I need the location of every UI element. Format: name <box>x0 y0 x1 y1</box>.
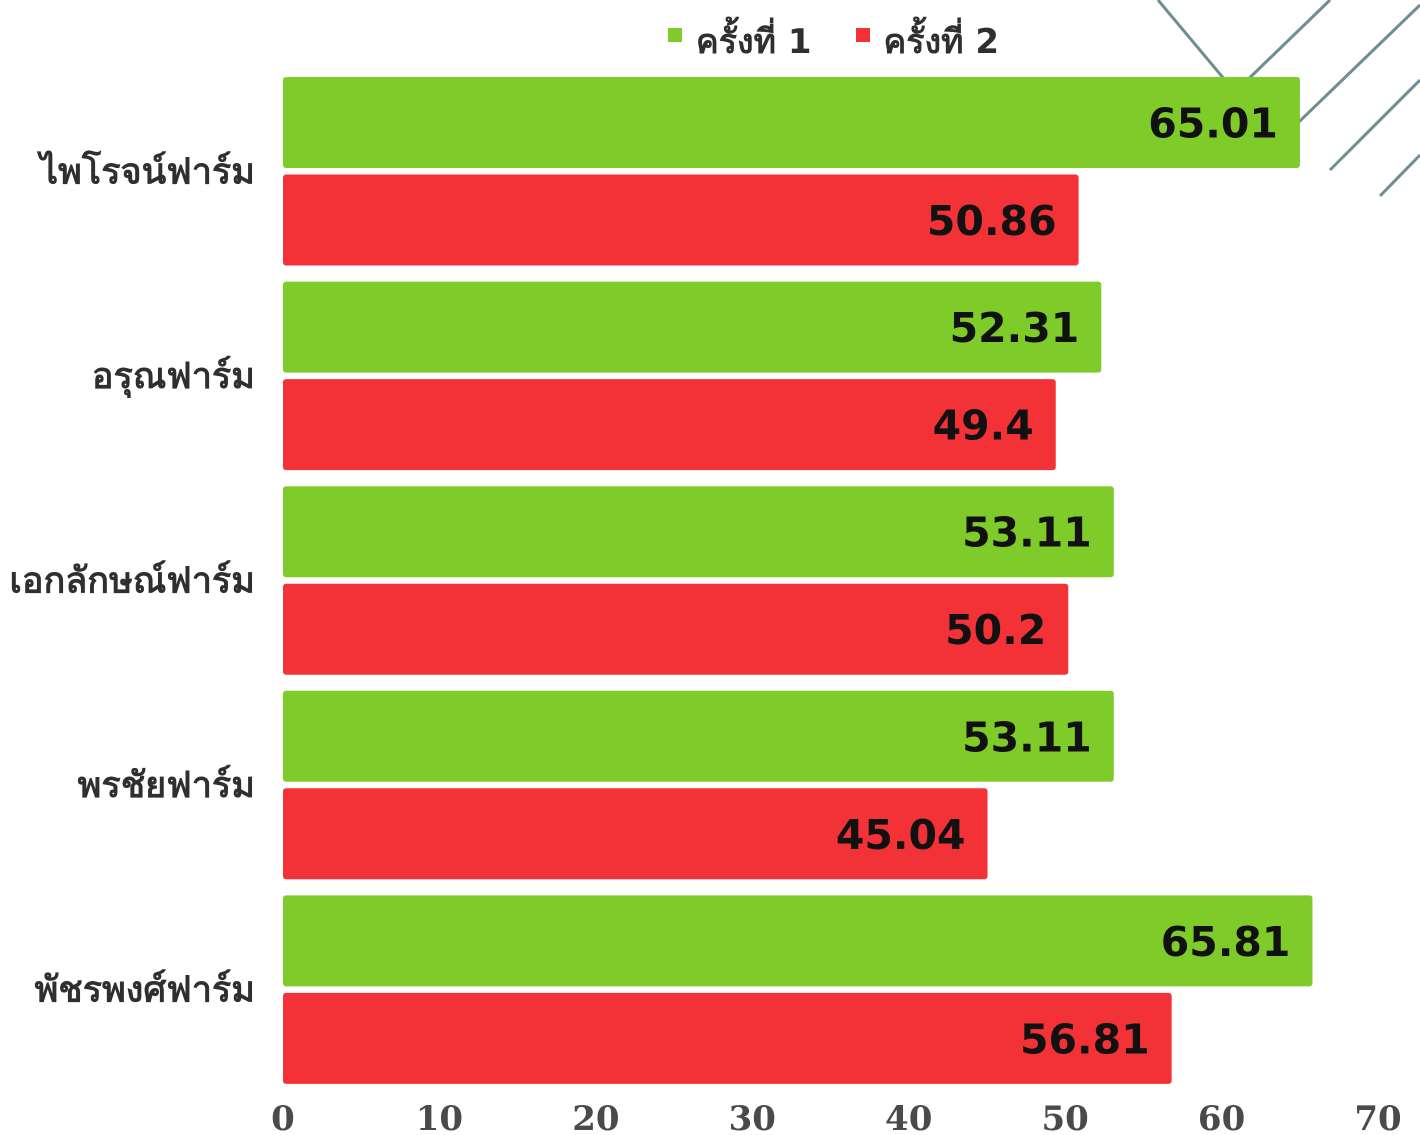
legend-swatch-series-1 <box>668 28 682 42</box>
value-label-1-series-2: 50.86 <box>927 197 1057 245</box>
value-label-2-series-2: 49.4 <box>933 402 1034 450</box>
decorative-line-2 <box>1233 0 1332 94</box>
bar-4-series-1 <box>283 690 1114 782</box>
x-tick-label-20: 20 <box>572 1099 619 1135</box>
legend-item-series-2: ครั้งที่ 2 <box>855 14 1000 68</box>
category-label-5: พัชรพงศ์ฟาร์ม <box>35 969 255 1011</box>
x-axis-ticks-group: 0 10 20 30 40 50 60 70 <box>271 1099 1402 1135</box>
bar-1-series-1 <box>283 77 1300 168</box>
category-label-1: ไพโรจน์ฟาร์ม <box>36 149 255 192</box>
bar-2-series-2 <box>283 379 1056 471</box>
value-labels-group: 65.01 50.86 52.31 49.4 53.11 50.2 53.11 45.04 65… <box>836 100 1291 1064</box>
decorative-line-5 <box>1378 153 1420 198</box>
decorative-line-4 <box>1328 78 1420 172</box>
bar-1-series-2 <box>283 174 1079 266</box>
x-tick-label-30: 30 <box>729 1099 776 1135</box>
value-label-3-series-2: 50.2 <box>945 606 1046 654</box>
decorative-line-1 <box>1156 0 1237 93</box>
x-tick-label-60: 60 <box>1198 1099 1245 1135</box>
value-label-4-series-1: 53.11 <box>962 713 1092 761</box>
value-label-5-series-1: 65.81 <box>1161 918 1291 966</box>
x-tick-label-70: 70 <box>1354 1099 1401 1135</box>
value-label-5-series-2: 56.81 <box>1020 1015 1150 1063</box>
bar-5-series-2 <box>283 992 1172 1084</box>
legend-item-series-1: ครั้งที่ 1 <box>668 14 812 68</box>
value-label-2-series-1: 52.31 <box>950 304 1080 352</box>
bar-3-series-2 <box>283 583 1069 675</box>
value-label-4-series-2: 45.04 <box>836 811 966 859</box>
bar-4-series-2 <box>283 788 988 880</box>
category-label-4: พรชัยฟาร์ม <box>78 764 255 806</box>
bar-3-series-1 <box>283 486 1114 578</box>
legend-label-series-2: ครั้งที่ 2 <box>883 22 1000 62</box>
legend-swatch-series-2 <box>855 28 870 42</box>
x-tick-label-0: 0 <box>271 1099 295 1135</box>
legend: ครั้งที่ 1 ครั้งที่ 2 <box>668 14 1043 68</box>
x-tick-label-50: 50 <box>1041 1099 1088 1135</box>
category-labels-group: ไพโรจน์ฟาร์มอรุณฟาร์มเอกลักษณ์ฟาร์มพรชัย… <box>10 149 255 1010</box>
x-tick-label-40: 40 <box>885 1099 932 1135</box>
bar-5-series-1 <box>283 895 1313 987</box>
value-label-1-series-1: 65.01 <box>1148 100 1278 148</box>
x-tick-label-10: 10 <box>416 1099 463 1135</box>
legend-label-series-1: ครั้งที่ 1 <box>696 22 812 62</box>
value-label-3-series-1: 53.11 <box>962 509 1092 557</box>
bars-group <box>283 77 1313 1084</box>
decorative-lines <box>1156 0 1420 198</box>
category-label-3: เอกลักษณ์ฟาร์ม <box>10 559 255 601</box>
bar-2-series-1 <box>283 281 1102 373</box>
category-label-2: อรุณฟาร์ม <box>92 355 255 399</box>
